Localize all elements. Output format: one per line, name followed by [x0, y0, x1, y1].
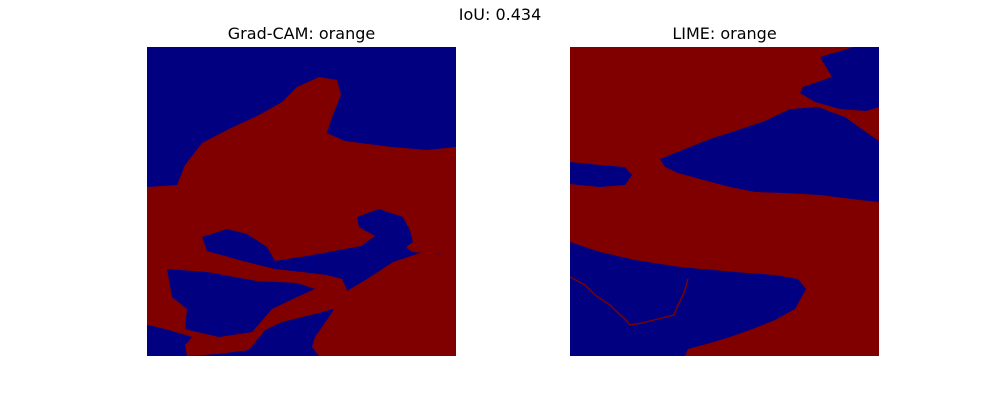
gradcam-river-band	[359, 219, 413, 261]
lime-top-right-region	[800, 47, 879, 111]
gradcam-mask-svg	[147, 47, 456, 356]
gradcam-mask	[147, 47, 456, 356]
lime-boundary-line	[570, 276, 689, 326]
figure-suptitle: IoU: 0.434	[458, 5, 542, 24]
gradcam-title: Grad-CAM: orange	[227, 24, 376, 43]
gradcam-lower-band	[167, 269, 315, 337]
lime-mask	[570, 47, 879, 356]
lime-bottom-left-region	[570, 242, 806, 356]
lime-upper-right-band	[660, 107, 879, 202]
lime-left-wedge	[570, 162, 632, 187]
lime-mask-svg	[570, 47, 879, 356]
lime-title: LIME: orange	[672, 24, 777, 43]
